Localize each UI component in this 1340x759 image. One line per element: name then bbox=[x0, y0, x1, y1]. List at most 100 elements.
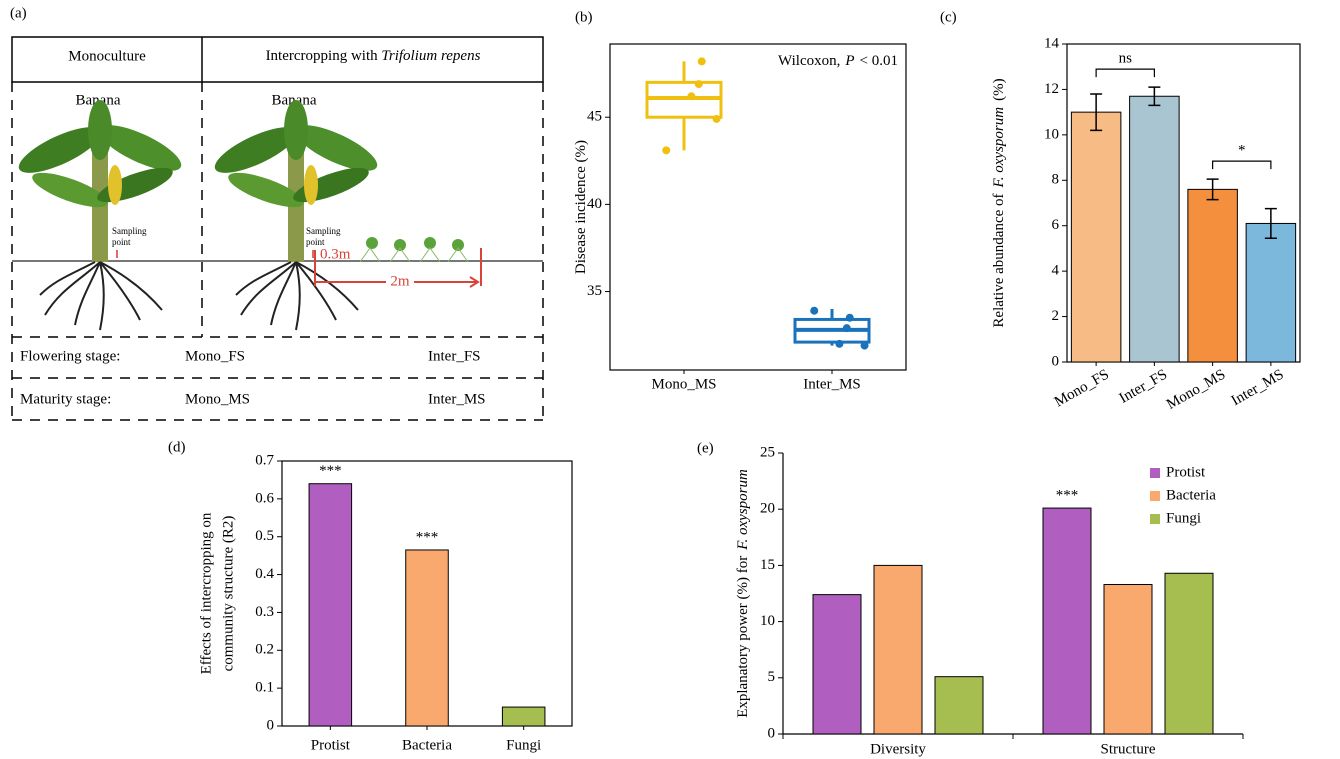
y-axis-label-text: Relative abundance of bbox=[991, 193, 1007, 327]
error-bar bbox=[1090, 93, 1103, 132]
bar bbox=[501, 706, 546, 727]
x-tick-label: Mono_FS bbox=[1052, 367, 1112, 411]
y-axis-label-text: Explanatory power (%) for bbox=[735, 556, 751, 718]
bracket-label: ns bbox=[1119, 51, 1133, 67]
point bbox=[697, 57, 706, 66]
y-tick-label: 8 bbox=[1052, 172, 1060, 188]
y-axis-label: Effects of intercropping on bbox=[198, 512, 214, 674]
bar bbox=[405, 549, 449, 727]
annotation: Wilcoxon, P < 0.01 bbox=[778, 53, 898, 69]
y-axis-label: community structure (R2) bbox=[220, 516, 236, 672]
y-tick-label: 0.3 bbox=[255, 604, 274, 620]
y-tick-label: 45 bbox=[587, 109, 602, 125]
plot-frame bbox=[609, 43, 907, 371]
bracket bbox=[1212, 160, 1272, 170]
x-tick-label: Mono_MS bbox=[651, 376, 716, 392]
bracket-label: * bbox=[1238, 143, 1246, 159]
y-tick-label: 35 bbox=[587, 283, 602, 299]
point bbox=[687, 92, 696, 101]
distance-label: 0.3m bbox=[320, 246, 351, 262]
x-tick-label: Protist bbox=[311, 737, 351, 753]
stage-group: Inter_MS bbox=[428, 391, 486, 407]
x-tick-label: Structure bbox=[1101, 741, 1156, 757]
x-tick-label: Inter_FS bbox=[1117, 367, 1170, 407]
y-axis-label: Disease incidence (%) bbox=[573, 140, 589, 274]
bar bbox=[308, 483, 353, 727]
y-tick-label: 0.5 bbox=[255, 528, 274, 544]
y-tick-label: 0.2 bbox=[255, 642, 274, 658]
header: Monoculture bbox=[68, 48, 146, 64]
annotation-part: P bbox=[844, 53, 854, 69]
y-tick-label: 12 bbox=[1044, 81, 1059, 97]
x-tick-label: Bacteria bbox=[402, 737, 452, 753]
bar bbox=[1129, 95, 1180, 363]
panel-label: (c) bbox=[940, 9, 957, 25]
x-tick-label: Inter_MS bbox=[803, 376, 861, 392]
y-axis-label-text: (%) bbox=[991, 78, 1007, 101]
x-tick-label: Mono_MS bbox=[1164, 367, 1228, 413]
dashed-frame bbox=[11, 82, 544, 421]
y-axis-label-italic: F. oxysporum bbox=[991, 107, 1007, 189]
point bbox=[860, 341, 869, 350]
bar bbox=[934, 676, 984, 735]
y-axis-label: Explanatory power (%) for F. oxysporum bbox=[735, 469, 751, 718]
y-tick-label: 0.1 bbox=[255, 680, 274, 696]
sampling-label: Sampling bbox=[306, 226, 341, 236]
sampling-label: point bbox=[112, 237, 131, 247]
legend-label: Fungi bbox=[1166, 510, 1201, 526]
panel-label: (a) bbox=[10, 5, 27, 21]
point bbox=[810, 306, 819, 315]
sampling-label: Sampling bbox=[112, 226, 147, 236]
point bbox=[712, 114, 721, 123]
stage-group: Mono_MS bbox=[185, 391, 250, 407]
y-axis-label: Relative abundance of F. oxysporum (%) bbox=[991, 78, 1007, 327]
y-tick-label: 0 bbox=[267, 717, 275, 733]
plot-frame bbox=[1066, 43, 1301, 363]
x-tick-label: Diversity bbox=[870, 741, 926, 757]
y-tick-label: 0 bbox=[768, 725, 776, 741]
significance: *** bbox=[1056, 488, 1079, 504]
significance: *** bbox=[319, 463, 342, 479]
header-text: Intercropping with bbox=[266, 48, 379, 64]
clover bbox=[359, 237, 469, 263]
y-tick-label: 25 bbox=[760, 444, 775, 460]
panel-label: (e) bbox=[697, 440, 714, 456]
y-tick-label: 40 bbox=[587, 196, 602, 212]
header-italic: Trifolium repens bbox=[381, 48, 480, 64]
y-tick-label: 2 bbox=[1052, 308, 1060, 324]
bar bbox=[1187, 188, 1238, 363]
point bbox=[845, 313, 854, 322]
point bbox=[694, 80, 703, 89]
legend-swatch bbox=[1150, 514, 1160, 524]
point bbox=[662, 146, 671, 155]
y-tick-label: 0.7 bbox=[255, 452, 274, 468]
sampling-label: point bbox=[306, 237, 325, 247]
y-tick-label: 15 bbox=[760, 557, 775, 573]
point bbox=[835, 339, 844, 348]
y-axis-label-italic: F. oxysporum bbox=[735, 469, 751, 551]
stage-group: Inter_FS bbox=[428, 348, 481, 364]
distance-label: 2m bbox=[390, 273, 410, 289]
y-tick-label: 10 bbox=[1044, 126, 1059, 142]
bar bbox=[873, 564, 923, 735]
error-bar bbox=[1206, 178, 1219, 201]
significance: *** bbox=[416, 529, 439, 545]
panel-label: (d) bbox=[168, 439, 186, 455]
bar bbox=[1245, 222, 1297, 363]
y-tick-label: 0 bbox=[1052, 353, 1060, 369]
stage-name: Maturity stage: bbox=[20, 391, 111, 407]
y-tick-label: 5 bbox=[768, 669, 776, 685]
legend-swatch bbox=[1150, 468, 1160, 478]
y-tick-label: 4 bbox=[1052, 263, 1060, 279]
y-tick-label: 20 bbox=[760, 501, 775, 517]
banana-plant bbox=[18, 99, 384, 331]
error-bar bbox=[1264, 207, 1277, 239]
legend-label: Bacteria bbox=[1166, 487, 1216, 503]
y-tick-label: 10 bbox=[760, 613, 775, 629]
annotation-part: < 0.01 bbox=[860, 53, 898, 69]
stage-name: Flowering stage: bbox=[20, 348, 120, 364]
x-tick-label: Inter_MS bbox=[1229, 367, 1287, 410]
y-tick-label: 14 bbox=[1044, 35, 1060, 51]
y-tick-label: 0.6 bbox=[255, 490, 274, 506]
